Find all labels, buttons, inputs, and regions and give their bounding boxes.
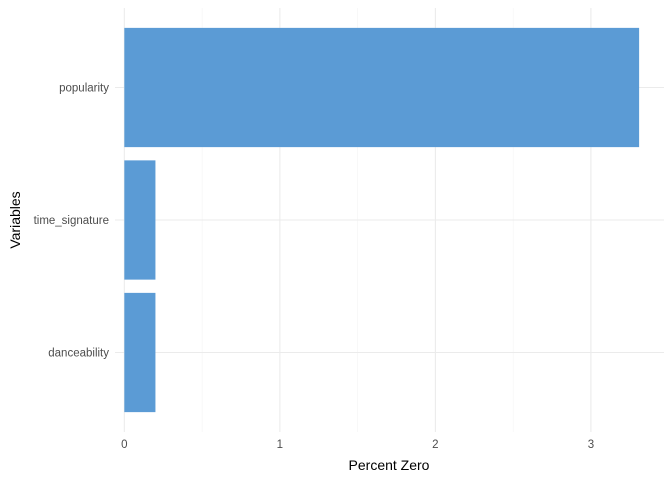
bar-time_signature [124, 160, 156, 280]
y-tick-labels: popularity time_signature danceability [34, 83, 110, 360]
y-tick-label: popularity [59, 83, 109, 95]
x-tick-labels: 0 1 2 3 [121, 439, 594, 451]
bar-danceability [124, 292, 156, 413]
bar-popularity [124, 27, 640, 148]
y-tick-label: danceability [48, 348, 109, 360]
x-tick-label: 1 [277, 439, 283, 451]
y-tick-label: time_signature [34, 215, 109, 227]
x-tick-label: 2 [432, 439, 438, 451]
bars [124, 27, 640, 413]
x-axis-title: Percent Zero [349, 457, 430, 473]
y-axis-title: Variables [7, 191, 23, 248]
x-tick-label: 0 [121, 439, 127, 451]
x-tick-label: 3 [588, 439, 594, 451]
